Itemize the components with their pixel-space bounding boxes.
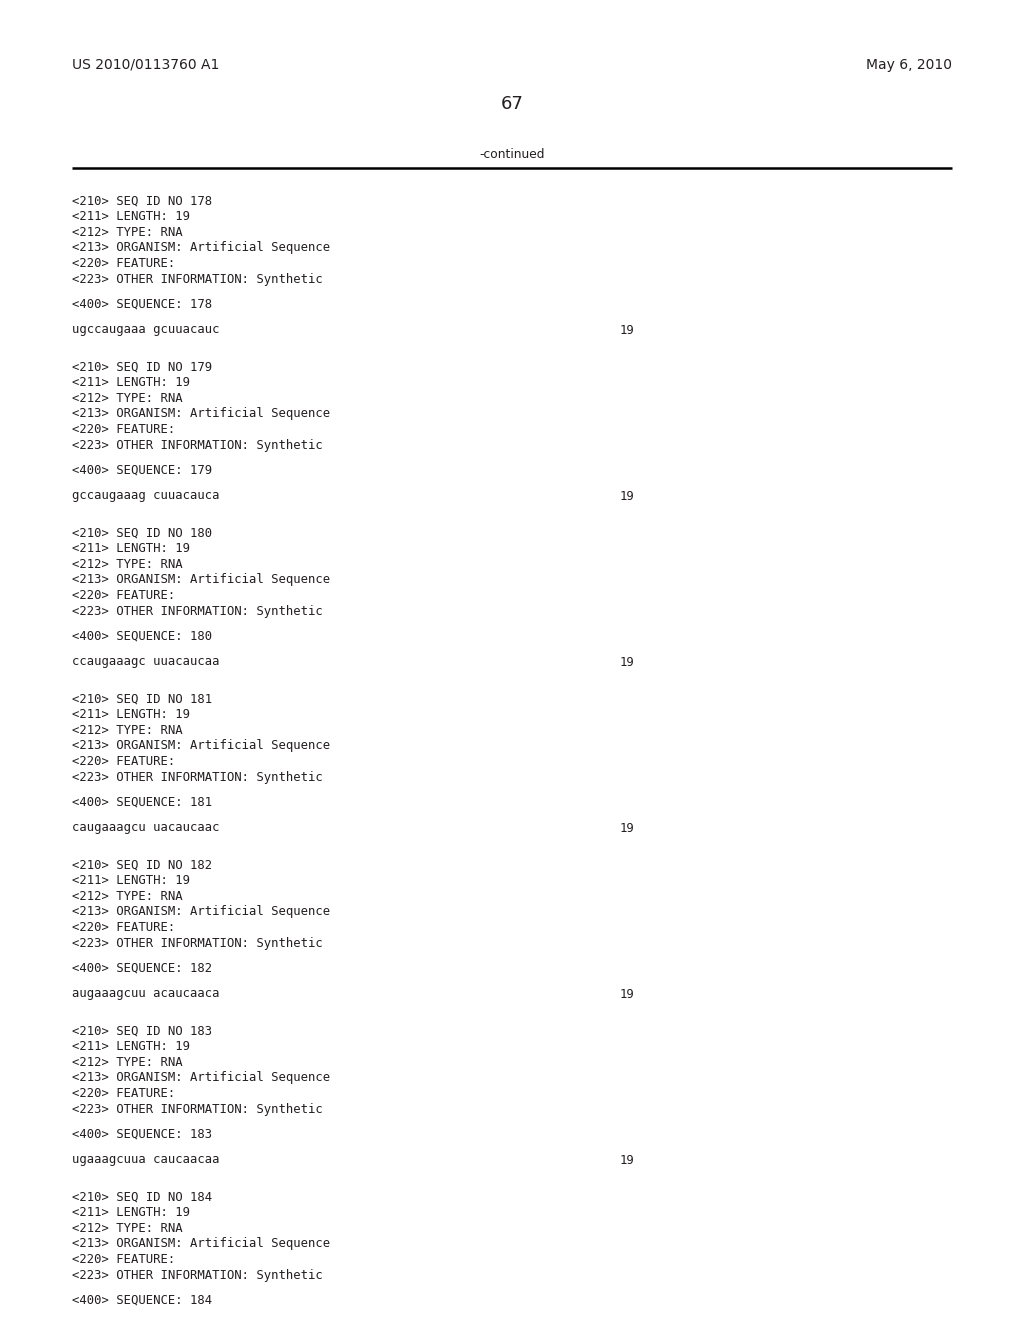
Text: <223> OTHER INFORMATION: Synthetic: <223> OTHER INFORMATION: Synthetic xyxy=(72,1269,323,1282)
Text: ccaugaaagc uuacaucaa: ccaugaaagc uuacaucaa xyxy=(72,656,219,668)
Text: <220> FEATURE:: <220> FEATURE: xyxy=(72,1086,175,1100)
Text: <213> ORGANISM: Artificial Sequence: <213> ORGANISM: Artificial Sequence xyxy=(72,573,330,586)
Text: <210> SEQ ID NO 180: <210> SEQ ID NO 180 xyxy=(72,527,212,540)
Text: -continued: -continued xyxy=(479,148,545,161)
Text: <211> LENGTH: 19: <211> LENGTH: 19 xyxy=(72,210,190,223)
Text: <210> SEQ ID NO 182: <210> SEQ ID NO 182 xyxy=(72,859,212,873)
Text: <223> OTHER INFORMATION: Synthetic: <223> OTHER INFORMATION: Synthetic xyxy=(72,272,323,285)
Text: <220> FEATURE:: <220> FEATURE: xyxy=(72,1253,175,1266)
Text: <223> OTHER INFORMATION: Synthetic: <223> OTHER INFORMATION: Synthetic xyxy=(72,1102,323,1115)
Text: <400> SEQUENCE: 180: <400> SEQUENCE: 180 xyxy=(72,630,212,643)
Text: <213> ORGANISM: Artificial Sequence: <213> ORGANISM: Artificial Sequence xyxy=(72,739,330,752)
Text: <212> TYPE: RNA: <212> TYPE: RNA xyxy=(72,1222,182,1236)
Text: <400> SEQUENCE: 184: <400> SEQUENCE: 184 xyxy=(72,1294,212,1307)
Text: caugaaagcu uacaucaac: caugaaagcu uacaucaac xyxy=(72,821,219,834)
Text: <210> SEQ ID NO 179: <210> SEQ ID NO 179 xyxy=(72,360,212,374)
Text: 67: 67 xyxy=(501,95,523,114)
Text: <400> SEQUENCE: 178: <400> SEQUENCE: 178 xyxy=(72,298,212,312)
Text: gccaugaaag cuuacauca: gccaugaaag cuuacauca xyxy=(72,490,219,503)
Text: 19: 19 xyxy=(620,490,635,503)
Text: <211> LENGTH: 19: <211> LENGTH: 19 xyxy=(72,874,190,887)
Text: 19: 19 xyxy=(620,656,635,668)
Text: US 2010/0113760 A1: US 2010/0113760 A1 xyxy=(72,58,219,73)
Text: <211> LENGTH: 19: <211> LENGTH: 19 xyxy=(72,1040,190,1053)
Text: ugccaugaaa gcuuacauc: ugccaugaaa gcuuacauc xyxy=(72,323,219,337)
Text: <213> ORGANISM: Artificial Sequence: <213> ORGANISM: Artificial Sequence xyxy=(72,1238,330,1250)
Text: <220> FEATURE:: <220> FEATURE: xyxy=(72,257,175,271)
Text: 19: 19 xyxy=(620,987,635,1001)
Text: <213> ORGANISM: Artificial Sequence: <213> ORGANISM: Artificial Sequence xyxy=(72,906,330,919)
Text: <220> FEATURE:: <220> FEATURE: xyxy=(72,422,175,436)
Text: <211> LENGTH: 19: <211> LENGTH: 19 xyxy=(72,543,190,556)
Text: <212> TYPE: RNA: <212> TYPE: RNA xyxy=(72,1056,182,1069)
Text: <210> SEQ ID NO 181: <210> SEQ ID NO 181 xyxy=(72,693,212,706)
Text: <400> SEQUENCE: 182: <400> SEQUENCE: 182 xyxy=(72,962,212,975)
Text: <210> SEQ ID NO 183: <210> SEQ ID NO 183 xyxy=(72,1026,212,1038)
Text: May 6, 2010: May 6, 2010 xyxy=(866,58,952,73)
Text: <223> OTHER INFORMATION: Synthetic: <223> OTHER INFORMATION: Synthetic xyxy=(72,771,323,784)
Text: <220> FEATURE:: <220> FEATURE: xyxy=(72,755,175,768)
Text: 19: 19 xyxy=(620,821,635,834)
Text: <212> TYPE: RNA: <212> TYPE: RNA xyxy=(72,723,182,737)
Text: ugaaagcuua caucaacaa: ugaaagcuua caucaacaa xyxy=(72,1154,219,1167)
Text: 19: 19 xyxy=(620,323,635,337)
Text: <212> TYPE: RNA: <212> TYPE: RNA xyxy=(72,558,182,572)
Text: <210> SEQ ID NO 178: <210> SEQ ID NO 178 xyxy=(72,195,212,209)
Text: 19: 19 xyxy=(620,1154,635,1167)
Text: <212> TYPE: RNA: <212> TYPE: RNA xyxy=(72,392,182,405)
Text: <223> OTHER INFORMATION: Synthetic: <223> OTHER INFORMATION: Synthetic xyxy=(72,438,323,451)
Text: <213> ORGANISM: Artificial Sequence: <213> ORGANISM: Artificial Sequence xyxy=(72,408,330,421)
Text: <400> SEQUENCE: 181: <400> SEQUENCE: 181 xyxy=(72,796,212,809)
Text: <400> SEQUENCE: 179: <400> SEQUENCE: 179 xyxy=(72,465,212,477)
Text: <220> FEATURE:: <220> FEATURE: xyxy=(72,589,175,602)
Text: <213> ORGANISM: Artificial Sequence: <213> ORGANISM: Artificial Sequence xyxy=(72,242,330,255)
Text: <223> OTHER INFORMATION: Synthetic: <223> OTHER INFORMATION: Synthetic xyxy=(72,936,323,949)
Text: <223> OTHER INFORMATION: Synthetic: <223> OTHER INFORMATION: Synthetic xyxy=(72,605,323,618)
Text: <211> LENGTH: 19: <211> LENGTH: 19 xyxy=(72,376,190,389)
Text: <211> LENGTH: 19: <211> LENGTH: 19 xyxy=(72,1206,190,1220)
Text: augaaagcuu acaucaaca: augaaagcuu acaucaaca xyxy=(72,987,219,1001)
Text: <213> ORGANISM: Artificial Sequence: <213> ORGANISM: Artificial Sequence xyxy=(72,1072,330,1085)
Text: <400> SEQUENCE: 183: <400> SEQUENCE: 183 xyxy=(72,1129,212,1140)
Text: <210> SEQ ID NO 184: <210> SEQ ID NO 184 xyxy=(72,1191,212,1204)
Text: <211> LENGTH: 19: <211> LENGTH: 19 xyxy=(72,709,190,722)
Text: <212> TYPE: RNA: <212> TYPE: RNA xyxy=(72,226,182,239)
Text: <220> FEATURE:: <220> FEATURE: xyxy=(72,921,175,935)
Text: <212> TYPE: RNA: <212> TYPE: RNA xyxy=(72,890,182,903)
